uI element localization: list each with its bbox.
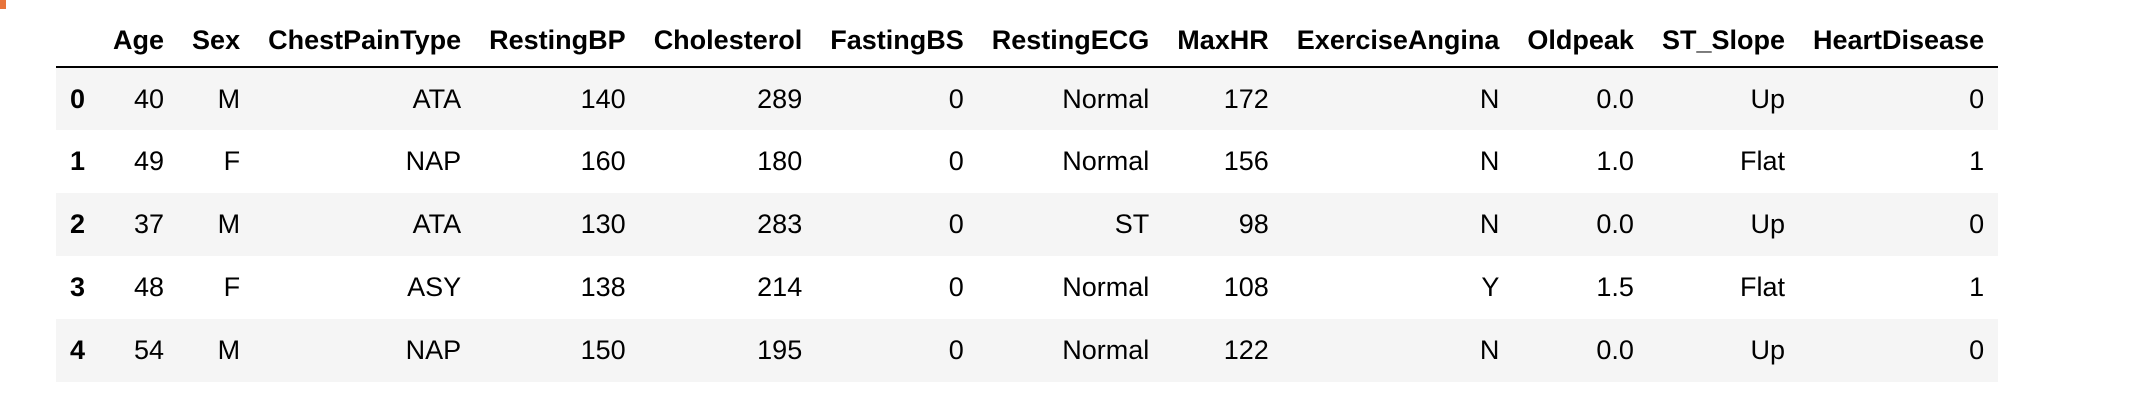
column-header-sex: Sex (178, 14, 255, 68)
cell-maxhr: 172 (1223, 83, 1269, 114)
cell-fastingbs: 0 (948, 272, 964, 302)
row-index: 4 (70, 335, 86, 365)
cell-maxhr: 156 (1223, 146, 1269, 176)
cell-restingbp: 130 (580, 209, 626, 239)
cell-exerciseangina: N (1479, 335, 1500, 365)
cell-restingbp: 160 (580, 146, 626, 176)
cell-restingecg: Normal (1062, 272, 1150, 302)
column-header-st-slope: ST_Slope (1647, 14, 1799, 68)
cell-heartdisease: 0 (1969, 209, 1985, 239)
cell-cholesterol: 180 (757, 146, 803, 176)
cell-restingecg: Normal (1062, 83, 1150, 114)
table-header: Age Sex ChestPainType RestingBP Choleste… (56, 14, 1999, 68)
row-index: 3 (70, 272, 86, 302)
cell-exerciseangina: N (1479, 146, 1500, 176)
cell-st-slope: Up (1750, 335, 1785, 365)
cell-oldpeak: 0.0 (1596, 209, 1634, 239)
column-header-exerciseangina: ExerciseAngina (1282, 14, 1514, 68)
cell-chestpaintype: ATA (412, 83, 462, 114)
cell-oldpeak: 0.0 (1596, 83, 1634, 114)
cell-oldpeak: 1.5 (1596, 272, 1634, 302)
cell-exerciseangina: N (1479, 209, 1500, 239)
cell-sex: M (217, 335, 241, 365)
cell-sex: M (217, 209, 241, 239)
column-header-age: Age (99, 14, 179, 68)
cell-cholesterol: 289 (757, 83, 803, 114)
cell-chestpaintype: NAP (405, 146, 462, 176)
cell-age: 49 (134, 146, 165, 176)
column-header-restingbp: RestingBP (475, 14, 640, 68)
table-row: 1 49 F NAP 160 180 0 Normal 156 N 1.0 Fl… (56, 130, 1999, 193)
table-row: 2 37 M ATA 130 283 0 ST 98 N 0.0 Up 0 (56, 193, 1999, 256)
cell-maxhr: 122 (1223, 335, 1269, 365)
cell-oldpeak: 0.0 (1596, 335, 1634, 365)
column-header-maxhr: MaxHR (1163, 14, 1283, 68)
cell-chestpaintype: NAP (405, 335, 462, 365)
cell-st-slope: Flat (1739, 272, 1785, 302)
cell-cholesterol: 195 (757, 335, 803, 365)
cell-st-slope: Up (1750, 209, 1785, 239)
cell-cholesterol: 214 (757, 272, 803, 302)
row-index: 0 (70, 83, 86, 114)
cell-heartdisease: 1 (1969, 272, 1985, 302)
cell-age: 48 (134, 272, 165, 302)
dataframe-output: Age Sex ChestPainType RestingBP Choleste… (56, 14, 1999, 382)
cell-maxhr: 98 (1238, 209, 1269, 239)
cell-chestpaintype: ASY (407, 272, 462, 302)
cell-st-slope: Up (1750, 83, 1785, 114)
dataframe-table: Age Sex ChestPainType RestingBP Choleste… (56, 14, 1999, 382)
cell-cholesterol: 283 (757, 209, 803, 239)
cell-fastingbs: 0 (948, 83, 964, 114)
index-header (56, 14, 100, 68)
cell-restingecg: ST (1114, 209, 1150, 239)
row-index: 1 (70, 146, 86, 176)
column-header-cholesterol: Cholesterol (639, 14, 817, 68)
cell-chestpaintype: ATA (412, 209, 462, 239)
cell-restingecg: Normal (1062, 335, 1150, 365)
cell-sex: F (223, 146, 241, 176)
table-row: 0 40 M ATA 140 289 0 Normal 172 N 0.0 Up… (56, 67, 1999, 130)
cell-exerciseangina: N (1479, 83, 1500, 114)
column-header-fastingbs: FastingBS (816, 14, 978, 68)
cell-maxhr: 108 (1223, 272, 1269, 302)
cell-fastingbs: 0 (948, 146, 964, 176)
cell-heartdisease: 0 (1969, 83, 1985, 114)
cell-restingbp: 150 (580, 335, 626, 365)
cell-oldpeak: 1.0 (1596, 146, 1634, 176)
table-row: 4 54 M NAP 150 195 0 Normal 122 N 0.0 Up… (56, 319, 1999, 382)
cell-st-slope: Flat (1739, 146, 1785, 176)
table-row: 3 48 F ASY 138 214 0 Normal 108 Y 1.5 Fl… (56, 256, 1999, 319)
row-index: 2 (70, 209, 86, 239)
column-header-oldpeak: Oldpeak (1513, 14, 1648, 68)
cell-restingecg: Normal (1062, 146, 1150, 176)
cell-sex: M (217, 83, 241, 114)
cell-sex: F (223, 272, 241, 302)
cell-age: 54 (134, 335, 165, 365)
cell-heartdisease: 0 (1969, 335, 1985, 365)
header-row: Age Sex ChestPainType RestingBP Choleste… (56, 14, 1999, 68)
cell-exerciseangina: Y (1481, 272, 1500, 302)
column-header-heartdisease: HeartDisease (1798, 14, 1999, 68)
cell-age: 37 (134, 209, 165, 239)
column-header-chestpaintype: ChestPainType (254, 14, 476, 68)
cell-restingbp: 140 (580, 83, 626, 114)
output-cell-marker (0, 0, 6, 9)
column-header-restingecg: RestingECG (977, 14, 1164, 68)
table-body: 0 40 M ATA 140 289 0 Normal 172 N 0.0 Up… (56, 67, 1999, 382)
cell-age: 40 (134, 83, 165, 114)
cell-fastingbs: 0 (948, 335, 964, 365)
cell-fastingbs: 0 (948, 209, 964, 239)
cell-restingbp: 138 (580, 272, 626, 302)
cell-heartdisease: 1 (1969, 146, 1985, 176)
